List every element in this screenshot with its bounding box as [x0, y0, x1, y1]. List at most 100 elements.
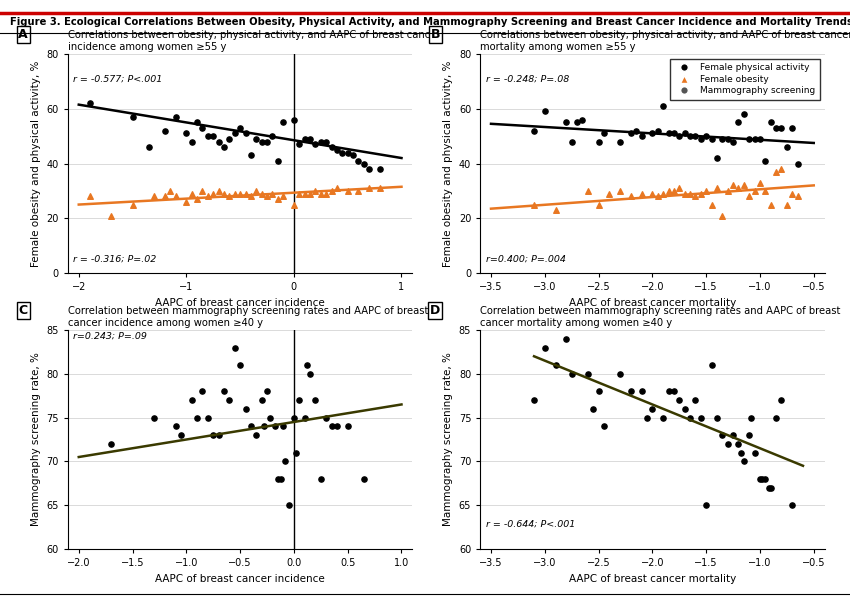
Point	[737, 109, 751, 119]
Point	[656, 189, 670, 199]
Point	[352, 186, 366, 196]
Point	[758, 156, 772, 166]
Legend: Female physical activity, Female obesity, Mammography screening: Female physical activity, Female obesity…	[671, 59, 820, 100]
Point	[275, 474, 288, 484]
Text: A: A	[19, 28, 28, 41]
Point	[82, 98, 96, 108]
Point	[142, 142, 156, 152]
Point	[303, 134, 317, 143]
Point	[565, 137, 579, 146]
Point	[260, 386, 274, 396]
Point	[640, 413, 654, 422]
Point	[764, 483, 778, 493]
Point	[158, 191, 172, 201]
Point	[271, 474, 285, 484]
Point	[716, 134, 729, 143]
Point	[169, 191, 183, 201]
Point	[575, 115, 589, 124]
Point	[82, 191, 96, 201]
Point	[700, 186, 713, 196]
Point	[174, 430, 188, 440]
Point	[624, 128, 638, 138]
Point	[694, 413, 707, 422]
Point	[592, 137, 605, 146]
Point	[614, 137, 627, 146]
Point	[726, 181, 740, 190]
Point	[352, 156, 366, 166]
Point	[260, 191, 274, 201]
Text: D: D	[430, 304, 440, 317]
Point	[223, 395, 236, 405]
Point	[212, 430, 225, 440]
Point	[559, 334, 573, 344]
Point	[185, 395, 199, 405]
Point	[179, 128, 193, 138]
Point	[656, 101, 670, 111]
Point	[603, 189, 616, 199]
Point	[147, 413, 161, 422]
Point	[753, 474, 767, 484]
Point	[320, 189, 333, 199]
Point	[309, 140, 322, 149]
Point	[325, 422, 338, 431]
Point	[753, 134, 767, 143]
Point	[694, 189, 707, 199]
Y-axis label: Female obesity and physical activity, %: Female obesity and physical activity, %	[444, 61, 453, 266]
Point	[565, 369, 579, 379]
X-axis label: AAPC of breast cancer mortality: AAPC of breast cancer mortality	[569, 298, 736, 308]
Point	[624, 191, 638, 201]
Point	[726, 137, 740, 146]
Point	[298, 413, 311, 422]
Point	[598, 128, 611, 138]
Point	[683, 131, 697, 141]
Point	[249, 186, 263, 196]
Point	[538, 107, 552, 116]
Point	[737, 181, 751, 190]
Point	[661, 386, 675, 396]
Point	[683, 189, 697, 199]
Point	[769, 123, 783, 133]
X-axis label: AAPC of breast cancer incidence: AAPC of breast cancer incidence	[156, 574, 325, 584]
Point	[325, 142, 338, 152]
Point	[656, 413, 670, 422]
Point	[126, 112, 139, 122]
Point	[780, 200, 794, 209]
Point	[748, 134, 762, 143]
Point	[732, 118, 745, 127]
Point	[769, 413, 783, 422]
Point	[292, 395, 306, 405]
Text: r = -0.577; P<.001: r = -0.577; P<.001	[73, 74, 162, 83]
Point	[196, 123, 209, 133]
Text: Figure 3. Ecological Correlations Between Obesity, Physical Activity, and Mammog: Figure 3. Ecological Correlations Betwee…	[10, 17, 850, 27]
Point	[705, 200, 718, 209]
Text: r = -0.316; P=.02: r = -0.316; P=.02	[73, 255, 156, 264]
Point	[228, 128, 241, 138]
Point	[201, 131, 215, 141]
Point	[233, 360, 246, 370]
Point	[271, 194, 285, 204]
Point	[559, 118, 573, 127]
Point	[163, 186, 177, 196]
Point	[303, 189, 317, 199]
Point	[268, 422, 281, 431]
Point	[753, 178, 767, 187]
Point	[737, 457, 751, 466]
Point	[239, 128, 252, 138]
Point	[646, 404, 660, 413]
Point	[298, 189, 311, 199]
Point	[710, 184, 723, 193]
Point	[527, 126, 541, 136]
Point	[287, 115, 301, 124]
Point	[287, 413, 301, 422]
Point	[341, 186, 354, 196]
Point	[721, 186, 734, 196]
Point	[276, 118, 290, 127]
Point	[705, 360, 718, 370]
Point	[105, 439, 118, 449]
Point	[228, 343, 241, 352]
Text: Correlation between mammography screening rates and AAPC of breast
cancer incide: Correlation between mammography screenin…	[68, 306, 428, 328]
Point	[330, 145, 343, 155]
Point	[289, 448, 303, 457]
Point	[688, 395, 702, 405]
Point	[314, 474, 327, 484]
